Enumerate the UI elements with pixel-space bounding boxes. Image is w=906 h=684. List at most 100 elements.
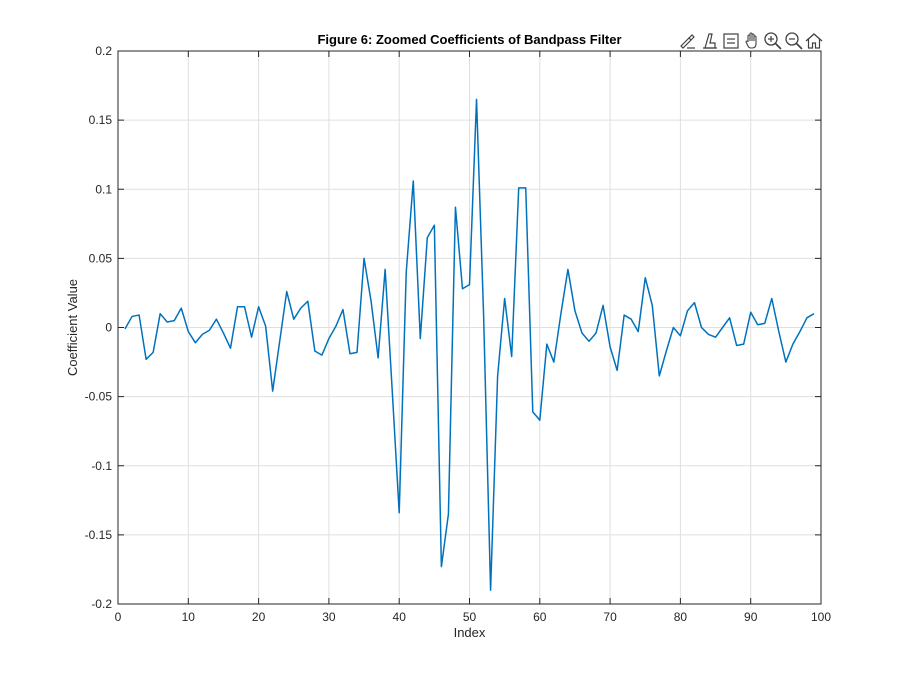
- x-tick-label: 60: [533, 610, 547, 624]
- data-series: [123, 98, 815, 592]
- data-point: [172, 319, 176, 323]
- data-point: [278, 340, 282, 344]
- data-point: [784, 360, 788, 364]
- data-point: [229, 346, 233, 350]
- data-point: [123, 327, 127, 331]
- data-point: [798, 330, 802, 334]
- data-point: [658, 374, 662, 378]
- y-tick-label: 0.05: [89, 251, 113, 265]
- data-point: [629, 317, 633, 321]
- x-tick-labels: 0 10 20 30 40 50 60 70 80 90 100: [115, 610, 832, 624]
- data-point: [440, 565, 444, 569]
- data-point: [686, 309, 690, 313]
- data-point: [735, 344, 739, 348]
- brush-icon[interactable]: [678, 31, 698, 51]
- data-point: [531, 410, 535, 414]
- data-point: [158, 312, 162, 316]
- chart-title: Figure 6: Zoomed Coefficients of Bandpas…: [317, 32, 621, 47]
- data-point: [179, 306, 183, 310]
- home-restore-icon[interactable]: [804, 31, 824, 51]
- legend-toggle-icon[interactable]: [721, 31, 741, 51]
- data-point: [194, 341, 198, 345]
- data-point: [362, 257, 366, 261]
- data-point: [426, 236, 430, 240]
- x-axis-label: Index: [454, 625, 486, 640]
- axes-toolbar: [678, 31, 824, 51]
- y-tick-label: 0.15: [89, 113, 113, 127]
- data-point: [397, 511, 401, 515]
- data-point: [285, 290, 289, 294]
- data-point: [749, 310, 753, 314]
- x-tick-label: 80: [674, 610, 688, 624]
- data-point: [376, 356, 380, 360]
- data-point: [693, 301, 697, 305]
- y-tick-labels: 0.2 0.15 0.1 0.05 0 -0.05 -0.1 -0.15 -0.2: [85, 44, 113, 611]
- data-point: [355, 351, 359, 355]
- data-point: [411, 179, 415, 183]
- axis-ticks: [117, 50, 822, 605]
- y-axis-label: Coefficient Value: [65, 279, 80, 376]
- data-point: [622, 313, 626, 317]
- x-tick-label: 70: [603, 610, 617, 624]
- x-tick-label: 0: [115, 610, 122, 624]
- zoom-out-icon[interactable]: [784, 31, 804, 51]
- x-tick-label: 30: [322, 610, 336, 624]
- data-point: [791, 342, 795, 346]
- data-point: [489, 588, 493, 592]
- data-point: [313, 349, 317, 353]
- datatip-icon[interactable]: [700, 31, 720, 51]
- data-point: [615, 369, 619, 373]
- data-point: [545, 342, 549, 346]
- data-point: [292, 317, 296, 321]
- data-point: [236, 305, 240, 309]
- data-point: [348, 352, 352, 356]
- data-point: [580, 331, 584, 335]
- data-point: [475, 98, 479, 102]
- data-point: [341, 308, 345, 312]
- data-point: [601, 304, 605, 308]
- y-tick-label: -0.2: [91, 597, 112, 611]
- x-tick-label: 90: [744, 610, 758, 624]
- data-point: [496, 374, 500, 378]
- pan-hand-icon[interactable]: [742, 31, 762, 51]
- y-tick-label: -0.15: [85, 528, 113, 542]
- data-point: [201, 333, 205, 337]
- data-point: [679, 334, 683, 338]
- data-point: [208, 328, 212, 332]
- data-point: [538, 418, 542, 422]
- data-point: [770, 297, 774, 301]
- data-point: [404, 270, 408, 274]
- data-point: [608, 345, 612, 349]
- data-point: [243, 305, 247, 309]
- data-point: [650, 304, 654, 308]
- series-line: [124, 98, 815, 591]
- data-point: [468, 283, 472, 287]
- data-point: [137, 313, 141, 317]
- data-point: [454, 205, 458, 209]
- data-point: [264, 324, 268, 328]
- data-point: [700, 326, 704, 330]
- data-point: [222, 331, 226, 335]
- data-point: [805, 316, 809, 320]
- data-point: [327, 337, 331, 341]
- y-tick-label: 0.1: [95, 182, 112, 196]
- data-point: [482, 312, 486, 316]
- data-point: [418, 337, 422, 341]
- data-point: [503, 297, 507, 301]
- data-point: [130, 315, 134, 319]
- data-point: [257, 305, 261, 309]
- y-tick-label: 0.2: [95, 44, 112, 58]
- data-point: [721, 326, 725, 330]
- data-point: [566, 268, 570, 272]
- data-point: [447, 512, 451, 516]
- data-point: [320, 353, 324, 357]
- zoom-in-icon[interactable]: [763, 31, 783, 51]
- data-point: [559, 312, 563, 316]
- data-point: [151, 351, 155, 355]
- data-point: [165, 320, 169, 324]
- data-point: [777, 330, 781, 334]
- data-point: [714, 335, 718, 339]
- data-point: [728, 316, 732, 320]
